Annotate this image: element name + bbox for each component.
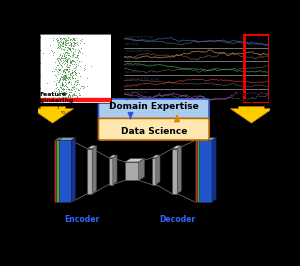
Polygon shape xyxy=(92,146,97,194)
Polygon shape xyxy=(109,158,113,185)
Polygon shape xyxy=(172,149,177,194)
Text: Domain Expertise: Domain Expertise xyxy=(109,102,199,111)
Polygon shape xyxy=(152,158,156,185)
Text: Decoder: Decoder xyxy=(159,215,195,224)
Polygon shape xyxy=(177,146,182,194)
Polygon shape xyxy=(87,149,92,194)
Polygon shape xyxy=(152,155,160,158)
Polygon shape xyxy=(54,140,67,202)
Text: Feature
Engineering: Feature Engineering xyxy=(32,92,74,103)
Text: Physical
Interpreta: Physical Interpreta xyxy=(233,92,269,103)
Polygon shape xyxy=(125,162,139,180)
Polygon shape xyxy=(58,140,71,202)
Polygon shape xyxy=(172,146,182,149)
Polygon shape xyxy=(54,138,71,140)
Polygon shape xyxy=(56,138,74,140)
Polygon shape xyxy=(230,107,272,123)
Text: Data Science: Data Science xyxy=(121,127,187,136)
Polygon shape xyxy=(71,138,76,202)
Polygon shape xyxy=(139,159,145,180)
Polygon shape xyxy=(197,140,210,202)
Polygon shape xyxy=(58,138,76,140)
FancyBboxPatch shape xyxy=(98,99,209,120)
Polygon shape xyxy=(197,138,214,140)
Polygon shape xyxy=(67,138,71,202)
FancyBboxPatch shape xyxy=(98,118,209,140)
Polygon shape xyxy=(69,138,74,202)
Polygon shape xyxy=(156,155,160,185)
Polygon shape xyxy=(109,155,117,158)
Polygon shape xyxy=(208,138,212,202)
Polygon shape xyxy=(56,140,69,202)
Polygon shape xyxy=(32,107,74,123)
Polygon shape xyxy=(199,138,216,140)
Text: Encoder: Encoder xyxy=(64,215,99,224)
Polygon shape xyxy=(199,140,212,202)
Polygon shape xyxy=(125,159,145,162)
Polygon shape xyxy=(113,155,117,185)
Polygon shape xyxy=(212,138,216,202)
Polygon shape xyxy=(195,140,208,202)
Polygon shape xyxy=(210,138,214,202)
Polygon shape xyxy=(87,146,97,149)
Polygon shape xyxy=(195,138,212,140)
